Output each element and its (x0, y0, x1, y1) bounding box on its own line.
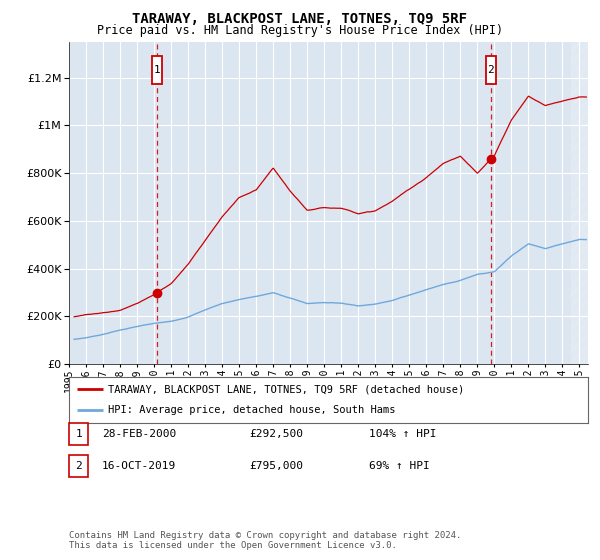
Text: £292,500: £292,500 (249, 429, 303, 439)
FancyBboxPatch shape (152, 57, 161, 84)
Text: 28-FEB-2000: 28-FEB-2000 (102, 429, 176, 439)
Text: 2: 2 (75, 461, 82, 471)
Text: £795,000: £795,000 (249, 461, 303, 471)
Text: 1: 1 (75, 429, 82, 439)
Text: Price paid vs. HM Land Registry's House Price Index (HPI): Price paid vs. HM Land Registry's House … (97, 24, 503, 36)
Text: 1: 1 (154, 65, 160, 75)
Text: Contains HM Land Registry data © Crown copyright and database right 2024.
This d: Contains HM Land Registry data © Crown c… (69, 530, 461, 550)
Text: 16-OCT-2019: 16-OCT-2019 (102, 461, 176, 471)
Text: 69% ↑ HPI: 69% ↑ HPI (369, 461, 430, 471)
Bar (571, 42, 596, 364)
Text: TARAWAY, BLACKPOST LANE, TOTNES, TQ9 5RF (detached house): TARAWAY, BLACKPOST LANE, TOTNES, TQ9 5RF… (108, 384, 464, 394)
Text: 104% ↑ HPI: 104% ↑ HPI (369, 429, 437, 439)
Text: 2: 2 (487, 65, 494, 75)
Text: HPI: Average price, detached house, South Hams: HPI: Average price, detached house, Sout… (108, 405, 395, 416)
FancyBboxPatch shape (486, 57, 496, 84)
Text: TARAWAY, BLACKPOST LANE, TOTNES, TQ9 5RF: TARAWAY, BLACKPOST LANE, TOTNES, TQ9 5RF (133, 12, 467, 26)
